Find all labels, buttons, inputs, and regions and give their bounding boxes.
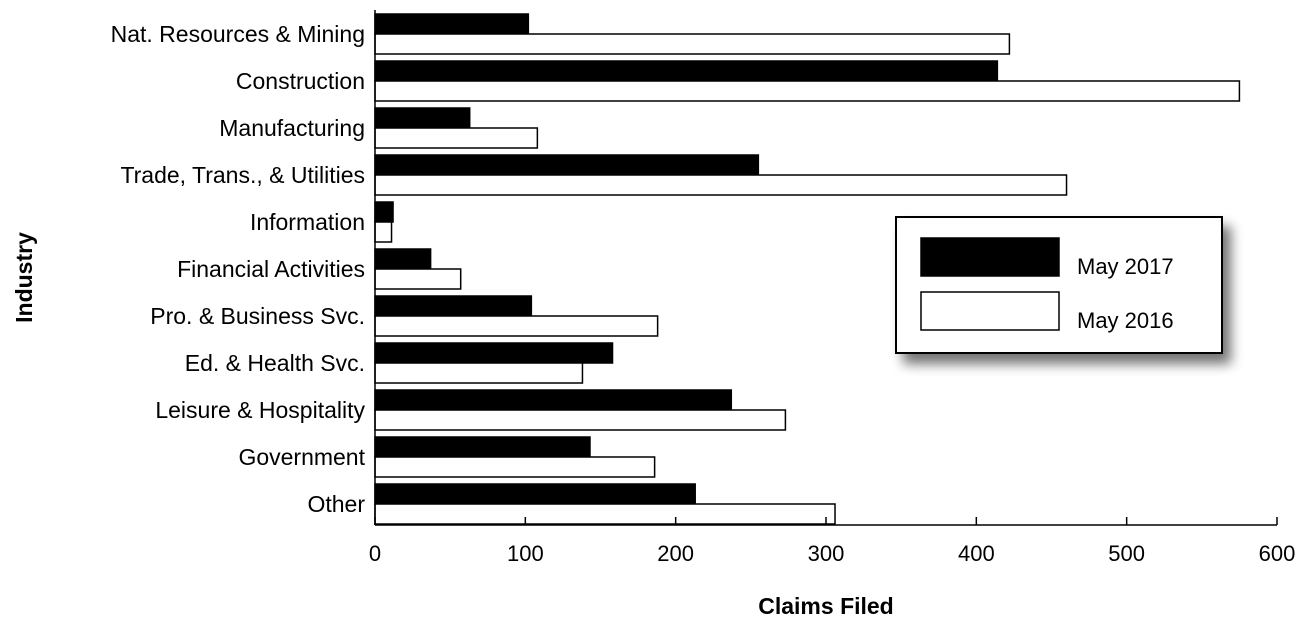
legend-label-may-2017: May 2017	[1077, 254, 1174, 279]
category-label-ed-health-svc: Ed. & Health Svc.	[185, 350, 365, 376]
bar-nat-resources-mining-may-2017	[374, 13, 530, 35]
bar-pro-business-svc-may-2017	[374, 295, 533, 317]
legend-swatch-may-2016	[920, 291, 1060, 331]
category-label-other: Other	[307, 491, 365, 517]
y-axis-title: Industry	[11, 232, 37, 323]
bar-government-may-2017	[374, 436, 591, 458]
legend-swatch-may-2017	[920, 237, 1060, 277]
bar-other-may-2016	[374, 503, 836, 525]
x-axis: 0 100 200 300 400 500 600	[369, 517, 1295, 566]
bar-financial-activities-may-2017	[374, 248, 432, 270]
category-label-construction: Construction	[236, 68, 365, 94]
category-label-nat-resources-mining: Nat. Resources & Mining	[111, 21, 365, 47]
category-label-government: Government	[238, 444, 365, 470]
category-label-trade-trans-utilities: Trade, Trans., & Utilities	[120, 162, 365, 188]
bar-pro-business-svc-may-2016	[374, 315, 659, 337]
category-labels: Nat. Resources & Mining Construction Manuf…	[111, 21, 366, 517]
bar-nat-resources-mining-may-2016	[374, 33, 1011, 55]
category-label-information: Information	[250, 209, 365, 235]
x-tick-label-400: 400	[958, 541, 995, 566]
x-tick-label-300: 300	[808, 541, 845, 566]
bar-leisure-hospitality-may-2016	[374, 409, 787, 431]
bar-ed-health-svc-may-2016	[374, 362, 584, 384]
category-label-financial-activities: Financial Activities	[177, 256, 365, 282]
bar-manufacturing-may-2017	[374, 107, 471, 129]
category-label-leisure-hospitality: Leisure & Hospitality	[155, 397, 365, 423]
bar-manufacturing-may-2016	[374, 127, 539, 149]
x-tick-label-200: 200	[657, 541, 694, 566]
legend-label-may-2016: May 2016	[1077, 308, 1174, 333]
x-tick-label-600: 600	[1259, 541, 1296, 566]
bar-government-may-2016	[374, 456, 656, 478]
bar-construction-may-2017	[374, 60, 999, 82]
bar-information-may-2016	[374, 221, 393, 243]
bar-trade-trans-utilities-may-2016	[374, 174, 1068, 196]
x-axis-title: Claims Filed	[758, 593, 893, 619]
x-tick-label-500: 500	[1108, 541, 1145, 566]
bar-trade-trans-utilities-may-2017	[374, 154, 760, 176]
bar-other-may-2017	[374, 483, 696, 505]
x-tick-label-100: 100	[507, 541, 544, 566]
bar-ed-health-svc-may-2017	[374, 342, 614, 364]
legend: May 2017 May 2016	[895, 216, 1223, 354]
category-label-pro-business-svc: Pro. & Business Svc.	[150, 303, 365, 329]
bar-construction-may-2016	[374, 80, 1241, 102]
bar-leisure-hospitality-may-2017	[374, 389, 733, 411]
x-tick-label-0: 0	[369, 541, 381, 566]
category-label-manufacturing: Manufacturing	[219, 115, 365, 141]
bar-information-may-2017	[374, 201, 394, 223]
bar-financial-activities-may-2016	[374, 268, 462, 290]
